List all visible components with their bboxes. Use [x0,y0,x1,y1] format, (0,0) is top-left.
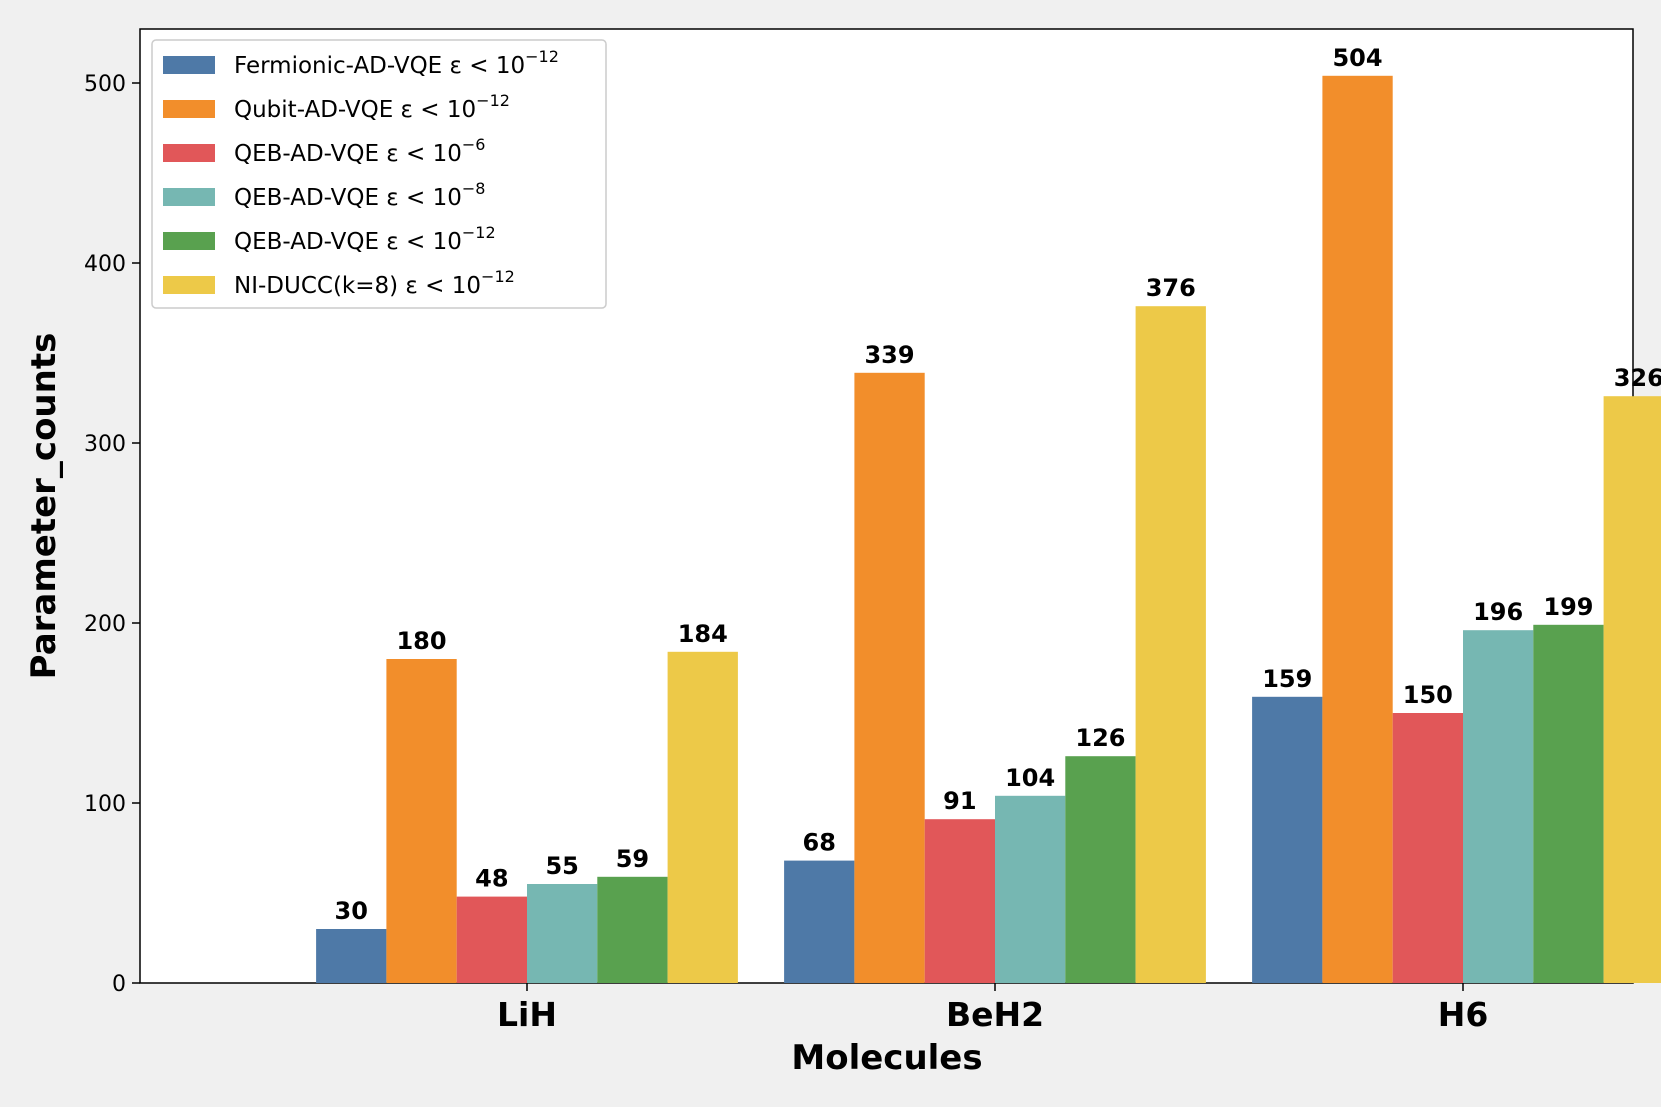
bar [1392,713,1463,983]
bar [316,929,387,983]
y-axis-ticks: 0 100 200 300 400 500 [84,72,140,997]
x-axis-title: Molecules [791,1038,982,1078]
bar-value-label: 196 [1473,598,1523,626]
y-tick-label: 100 [84,792,126,817]
bar [924,819,995,983]
y-tick-label: 500 [84,72,126,97]
bar-value-label: 504 [1332,44,1382,72]
legend-swatch [163,56,215,74]
legend-entry: Qubit-AD-VQE ε < 10−12 [234,91,510,123]
legend-entry: NI-DUCC(k=8) ε < 10−12 [234,267,515,299]
bar [527,884,598,983]
legend-entry: QEB-AD-VQE ε < 10−6 [234,135,485,167]
y-tick-label: 0 [112,972,126,997]
bar [1463,630,1534,983]
bar-value-label: 104 [1005,764,1055,792]
y-axis-title: Parameter_counts [24,333,64,680]
bar-value-label: 59 [616,845,649,873]
legend-swatch [163,144,215,162]
bar [667,651,738,983]
bar [784,860,855,983]
bar-value-label: 48 [475,865,508,893]
bar-value-label: 91 [943,787,976,815]
bar-value-label: 326 [1614,364,1661,392]
bar [1135,306,1206,983]
x-tick-label: H6 [1438,995,1489,1034]
bar [995,795,1066,983]
bars-group [316,75,1661,984]
bar-value-label: 150 [1403,681,1453,709]
x-tick-label: BeH2 [946,995,1044,1034]
legend-box [151,39,607,309]
bar-value-label: 159 [1262,665,1312,693]
legend-entry: Fermionic-AD-VQE ε < 10−12 [234,47,559,79]
bar-value-label: 184 [678,620,728,648]
y-tick-label: 200 [84,612,126,637]
bar [1065,756,1136,983]
bar [456,896,527,983]
legend-swatch [163,188,215,206]
bar [1603,396,1661,983]
bar [1322,75,1393,984]
bar-value-label: 199 [1543,593,1593,621]
bar-value-label: 30 [335,897,368,925]
bar-value-label: 180 [396,627,446,655]
x-axis-ticks: LiH BeH2 H6 [497,983,1488,1034]
legend-entry: QEB-AD-VQE ε < 10−12 [234,223,496,255]
legend-entry: QEB-AD-VQE ε < 10−8 [234,179,485,211]
y-tick-label: 400 [84,252,126,277]
legend: Fermionic-AD-VQE ε < 10−12 Qubit-AD-VQE ε… [151,39,607,309]
bar-value-label: 126 [1075,724,1125,752]
bar [386,659,457,983]
legend-swatch [163,276,215,294]
x-tick-label: LiH [497,995,557,1034]
y-tick-label: 300 [84,432,126,457]
bar-value-label: 68 [803,829,836,857]
bar-value-label: 339 [864,341,914,369]
bar [1252,696,1323,983]
value-labels-group: 30 180 48 55 59 184 68 339 91 104 126 376 159 504 150 1… [335,44,1661,925]
bar [1533,624,1604,983]
legend-swatch [163,100,215,118]
bar [597,876,668,983]
bar-value-label: 376 [1146,274,1196,302]
legend-swatch [163,232,215,250]
bar [854,372,925,983]
bar-value-label: 55 [545,852,578,880]
